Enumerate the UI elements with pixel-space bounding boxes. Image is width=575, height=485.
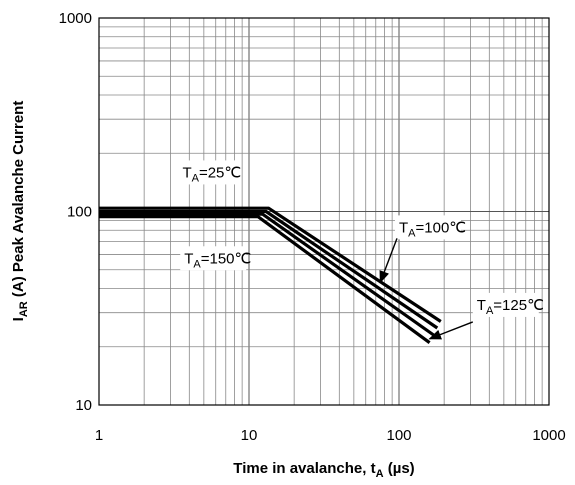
series-line-ta25 — [99, 206, 442, 323]
annotation-ta150: TA=150℃ — [184, 250, 251, 270]
x-axis-title: Time in avalanche, tA (µs) — [233, 460, 414, 480]
annotation-ta125: TA=125℃ — [477, 297, 544, 317]
series-line-ta100 — [99, 209, 439, 330]
annotation-arrow — [428, 321, 474, 340]
annotation-arrow — [379, 238, 398, 284]
annotations: TA=25℃ TA=100℃ TA=150℃ TA=125℃ — [178, 160, 544, 340]
y-axis-title: IAR (A) Peak Avalanche Current — [10, 101, 30, 322]
y-tick-label: 100 — [67, 204, 92, 221]
x-tick-label: 1 — [95, 427, 103, 444]
y-tick-label: 10 — [75, 397, 92, 414]
annotation-ta100: TA=100℃ — [399, 219, 466, 239]
x-tick-label: 1000 — [532, 427, 565, 444]
annotation-background — [395, 215, 461, 240]
annotation-background — [180, 246, 247, 271]
grid-lines — [99, 18, 549, 405]
y-tick-label: 1000 — [59, 10, 92, 27]
x-tick-label: 100 — [386, 427, 411, 444]
x-tick-label: 10 — [241, 427, 258, 444]
annotation-ta25: TA=25℃ — [182, 164, 241, 184]
annotation-background — [472, 292, 539, 317]
series-line-ta150 — [99, 215, 431, 344]
series-lines — [99, 206, 442, 344]
annotation-background — [178, 160, 236, 185]
series-line-ta125 — [99, 212, 435, 337]
